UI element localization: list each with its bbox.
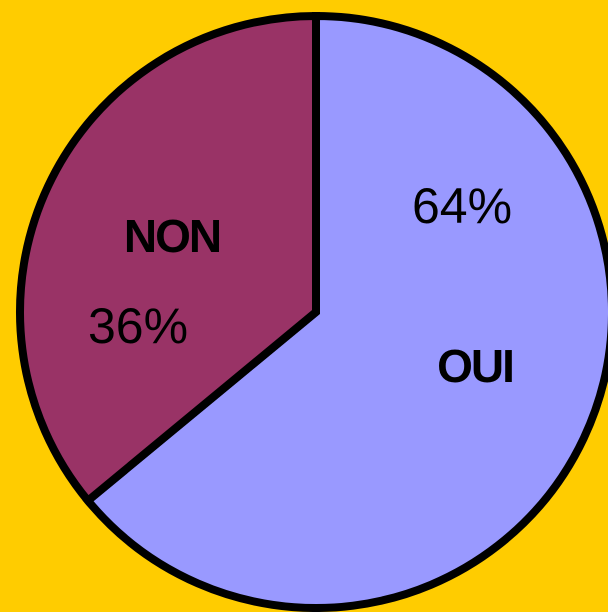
pie-slice <box>16 11 320 507</box>
slice-name: NON <box>124 210 220 262</box>
slice-value-label: 36% <box>88 298 188 354</box>
slice-value-label: 64% <box>412 178 512 234</box>
pie-slice <box>82 11 608 612</box>
slice-name: OUI <box>437 340 513 392</box>
